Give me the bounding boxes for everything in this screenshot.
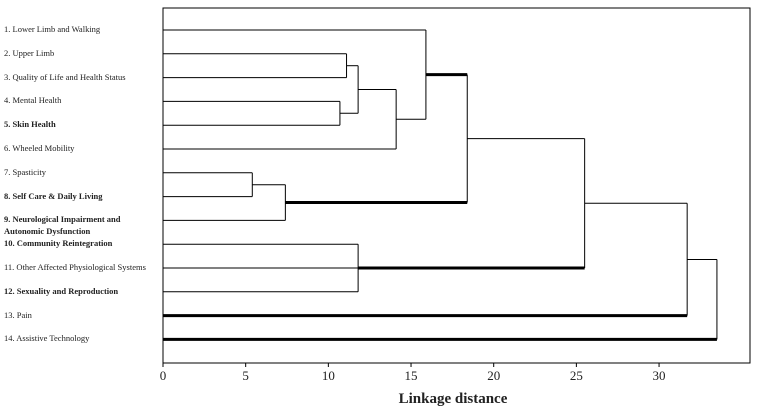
leaf-label: 2. Upper Limb xyxy=(4,47,55,58)
leaf-label: 3. Quality of Life and Health Status xyxy=(4,71,126,82)
x-tick-label: 25 xyxy=(570,368,583,383)
leaf-label: 4. Mental Health xyxy=(4,95,62,106)
leaf-label: 12. Sexuality and Reproduction xyxy=(4,285,119,296)
x-axis-label: Linkage distance xyxy=(399,391,508,407)
leaf-label: 7. Spasticity xyxy=(4,166,47,177)
leaf-label: 14. Assistive Technology xyxy=(4,333,90,344)
leaf-label: 13. Pain xyxy=(4,309,32,320)
leaf-label: 6. Wheeled Mobility xyxy=(4,143,75,153)
x-tick-label: 20 xyxy=(487,368,500,383)
x-tick-label: 10 xyxy=(322,368,335,383)
leaf-label: 11. Other Affected Physiological Systems xyxy=(4,262,146,272)
x-tick-label: 15 xyxy=(405,368,418,383)
leaf-label: 8. Self Care & Daily Living xyxy=(4,190,103,201)
leaf-label: 9. Neurological Impairment and Autonomic… xyxy=(4,214,121,237)
leaf-label: 10. Community Reintegration xyxy=(4,238,113,249)
leaf-label: 5. Skin Health xyxy=(4,119,56,130)
plot-frame xyxy=(162,7,751,364)
x-tick-label: 0 xyxy=(160,368,167,383)
x-tick-label: 5 xyxy=(242,368,249,383)
leaf-label: 1. Lower Limb and Walking xyxy=(4,24,101,34)
x-tick-label: 30 xyxy=(653,368,666,383)
